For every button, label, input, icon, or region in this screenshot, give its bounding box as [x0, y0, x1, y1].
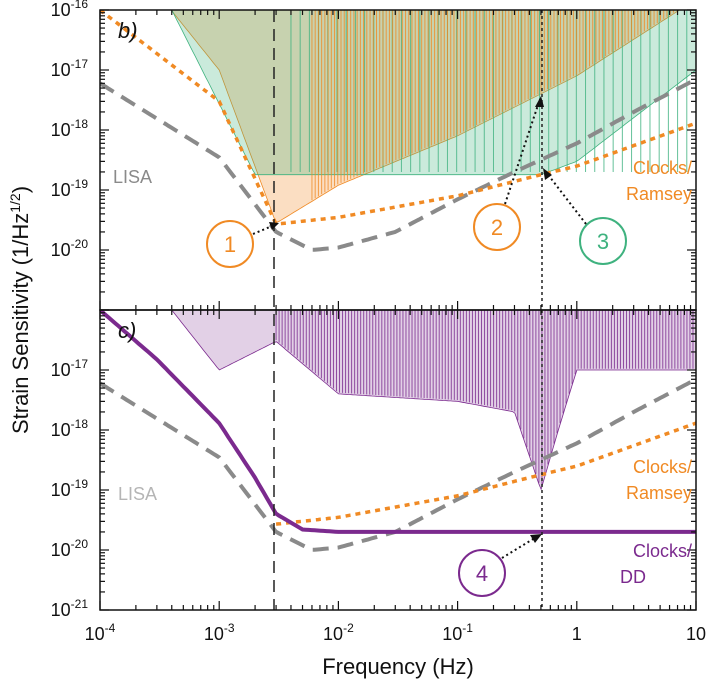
tick-label: 10-1 [442, 621, 473, 644]
callout-3: 3 [543, 168, 627, 265]
panel-c-plot [100, 310, 696, 552]
svg-text:3: 3 [597, 229, 609, 254]
tick-label: 10-19 [51, 177, 89, 200]
lisa-curve-c [100, 377, 696, 552]
tick-label: 10-18 [51, 117, 89, 140]
tick-label: 10 [686, 624, 706, 644]
ramsey-curve-c [275, 421, 696, 526]
tick-label: 10-20 [51, 537, 89, 560]
tick-label: 10-17 [51, 57, 89, 80]
dd-label-2: DD [620, 567, 646, 587]
svg-text:4: 4 [476, 561, 488, 586]
tick-label: 10-16 [51, 0, 89, 20]
purple-spikes [275, 310, 696, 486]
tick-label: 10-19 [51, 477, 89, 500]
panel-c-frame [99, 309, 697, 611]
orange-spikes [311, 10, 678, 201]
x-axis-title: Frequency (Hz) [322, 654, 474, 679]
lisa-label-b: LISA [113, 167, 152, 187]
svg-text:1: 1 [224, 232, 236, 257]
svg-text:2: 2 [491, 215, 503, 240]
tick-label: 10-4 [85, 621, 116, 644]
panel-b-plot [100, 10, 696, 252]
lisa-label-c: LISA [118, 484, 157, 504]
tick-label: 10-2 [323, 621, 354, 644]
panel-c-label: c) [118, 318, 136, 343]
green-band [171, 10, 696, 176]
panel-b-label: b) [118, 18, 138, 43]
ramsey-label-b-1: Clocks/ [633, 158, 692, 178]
y-axis-title: Strain Sensitivity (1/Hz1/2) [7, 186, 33, 434]
tick-label: 1 [572, 624, 582, 644]
ramsey-label-b-2: Ramsey [626, 184, 692, 204]
ramsey-label-c-1: Clocks/ [633, 457, 692, 477]
tick-label: 10-17 [51, 357, 89, 380]
dd-label-1: Clocks/ [633, 541, 692, 561]
orange-band [100, 10, 696, 224]
callout-1: 1 [206, 220, 279, 268]
axis-ticks [99, 9, 697, 611]
ramsey-label-c-2: Ramsey [626, 483, 692, 503]
tick-label: 10-21 [51, 597, 89, 620]
tick-label: 10-18 [51, 417, 89, 440]
tick-labels: 10-4 10-3 10-2 10-1 1 10 10-16 10-17 10-18 10-19 1… [51, 0, 706, 644]
lisa-curve-b [100, 77, 696, 252]
callout-2: 2 [473, 96, 544, 251]
callout-4: 4 [458, 534, 542, 597]
tick-label: 10-3 [204, 621, 235, 644]
ramsey-curve-b [100, 10, 696, 226]
tick-label: 10-20 [51, 237, 89, 260]
dd-curve-c [100, 310, 696, 534]
